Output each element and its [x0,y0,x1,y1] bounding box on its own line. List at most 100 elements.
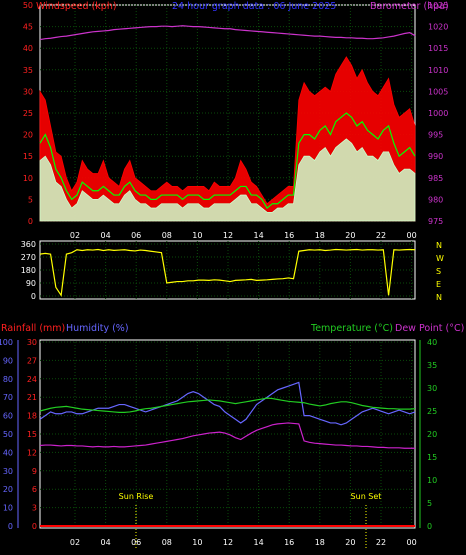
baro-tick-label: 995 [428,131,443,140]
temp-x-tick-label: 18 [315,538,325,547]
direction-tick-label: 360 [21,240,36,249]
humidity-line [39,381,416,426]
temperature-axis-label: Temperature (°C) [310,323,393,334]
wind-x-tick-label: 00 [407,231,417,240]
avg-line [39,112,416,209]
baro-tick-label: 980 [428,195,443,204]
wind-tick-label: 0 [28,217,33,226]
wind-tick-label: 5 [28,195,33,204]
wind-axis-label: Windspeed (kph) [36,1,117,12]
humidity-tick-label: 90 [3,356,13,365]
humidity-tick-label: 70 [3,393,13,402]
rain-tick-label: 12 [27,448,37,457]
wind-x-tick-label: 22 [376,231,386,240]
temp-x-tick-label: 10 [192,538,202,547]
humidity-tick-label: 10 [3,504,13,513]
wind-tick-label: 35 [23,66,33,75]
temp-x-tick-label: 00 [407,538,417,547]
humidity-tick-label: 50 [3,430,13,439]
humidity-tick-label: 30 [3,467,13,476]
wind-series [39,25,416,222]
wind-tick-label: 50 [23,1,33,10]
baro-tick-label: 975 [428,217,443,226]
humidity-tick-label: 60 [3,412,13,421]
baro-tick-label: 1010 [428,66,448,75]
wind-area [39,138,416,222]
humidity-axis-label: Humidity (%) [66,323,129,334]
temp-x-tick-label: 02 [70,538,80,547]
temp-tick-label: 40 [427,338,437,347]
baro-tick-label: 985 [428,174,443,183]
wind-tick-label: 15 [23,152,33,161]
rain-tick-label: 6 [32,485,37,494]
wind-x-tick-label: 14 [254,231,264,240]
sun-annotation-label: Sun Rise [119,492,154,501]
baro-tick-label: 1000 [428,109,448,118]
wind-x-tick-label: 12 [223,231,233,240]
wind-tick-label: 10 [23,174,33,183]
baro-line [39,25,416,41]
baro-tick-label: 990 [428,152,443,161]
direction-tick-label: 0 [31,292,36,301]
wind-x-tick-label: 20 [345,231,355,240]
humidity-tick-label: 0 [8,522,13,531]
wind-tick-label: 25 [23,109,33,118]
rain-tick-label: 18 [27,412,37,421]
rain-tick-label: 21 [27,393,37,402]
humidity-tick-label: 80 [3,375,13,384]
temp-tick-label: 30 [427,384,437,393]
wind-tick-label: 20 [23,131,33,140]
temp-tick-label: 15 [427,453,437,462]
compass-label: N [436,293,442,302]
compass-label: N [436,241,442,250]
wind-ticks: 0510152025303540455097598098599099510001… [23,1,449,240]
baro-tick-label: 1025 [428,1,448,10]
temp-x-tick-label: 08 [162,538,172,547]
temp-x-tick-label: 20 [345,538,355,547]
temp-tick-label: 25 [427,407,437,416]
temp-tick-label: 20 [427,430,437,439]
humidity-tick-label: 20 [3,485,13,494]
direction-tick-label: 180 [21,266,36,275]
chart-title: 24 hour graph data : 06 June 2025 [172,1,336,12]
wind-tick-label: 45 [23,23,33,32]
baro-tick-label: 1005 [428,87,448,96]
temp-series: Sun Rise Sun Set [39,381,416,550]
compass-label: S [436,267,441,276]
wind-x-tick-label: 06 [131,231,141,240]
wind-x-tick-label: 18 [315,231,325,240]
temp-line [39,397,416,413]
rain-tick-label: 15 [27,430,37,439]
temp-x-tick-label: 16 [284,538,294,547]
wind-x-tick-label: 02 [70,231,80,240]
rain-tick-label: 3 [32,504,37,513]
wind-barometer-panel: 0510152025303540455097598098599099510001… [23,1,449,240]
wind-x-tick-label: 16 [284,231,294,240]
sun-annotation-label: Sun Set [351,492,382,501]
temp-x-tick-label: 14 [254,538,264,547]
temp-x-tick-label: 22 [376,538,386,547]
direction-line [39,248,416,297]
wind-tick-label: 40 [23,44,33,53]
temp-tick-label: 35 [427,361,437,370]
baro-tick-label: 1015 [428,44,448,53]
compass-label: E [436,280,441,289]
compass-label: W [436,254,444,263]
temp-x-tick-label: 04 [101,538,111,547]
dew-line [39,422,415,449]
wind-tick-label: 30 [23,87,33,96]
baro-tick-label: 1020 [428,23,448,32]
temp-tick-label: 5 [427,499,432,508]
direction-series [39,248,416,297]
rain-tick-label: 27 [27,356,37,365]
direction-tick-label: 270 [21,253,36,262]
rainfall-axis-label: Rainfall (mm) [1,323,65,334]
barometer-axis-label: Barometer (hpa) [370,1,449,12]
temp-x-tick-label: 12 [223,538,233,547]
rain-tick-label: 30 [27,338,37,347]
